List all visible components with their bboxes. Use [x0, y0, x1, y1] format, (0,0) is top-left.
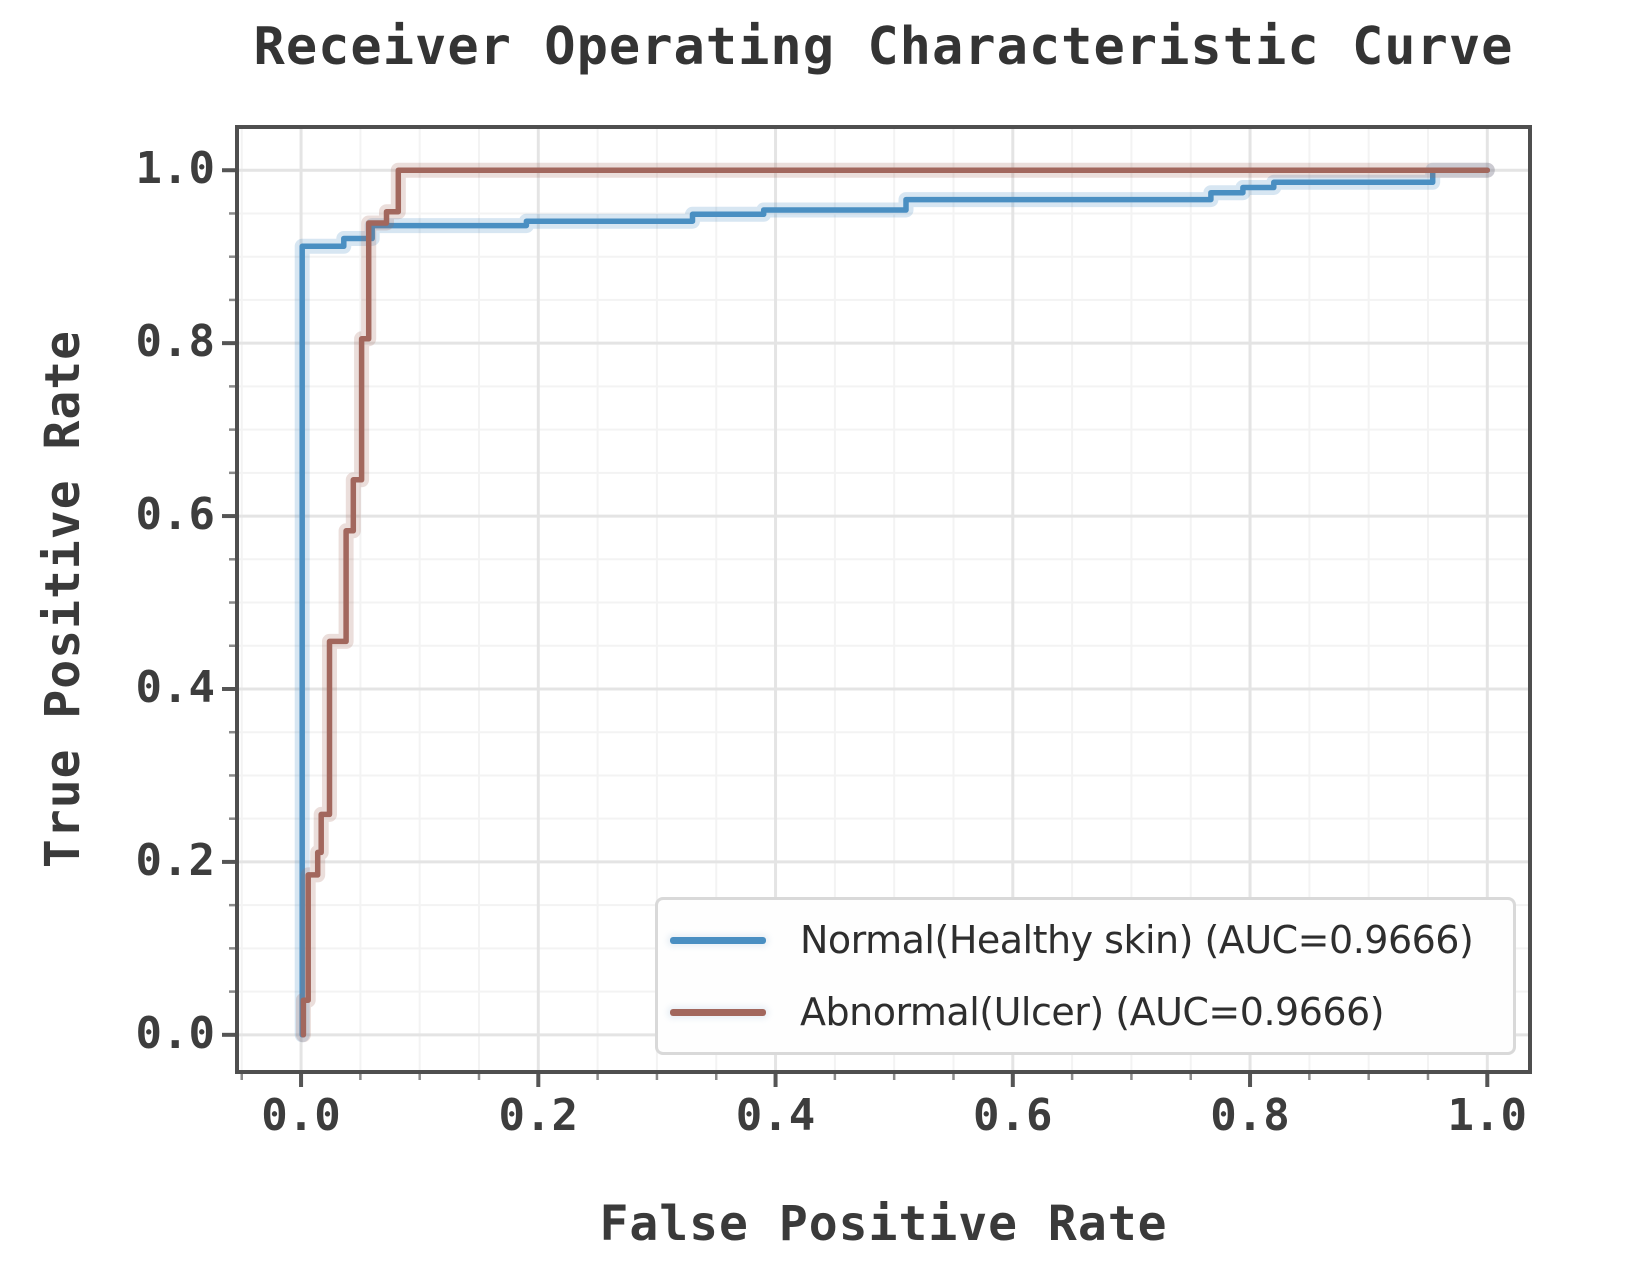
tick-marks: [222, 168, 1490, 1087]
y-tick-label-0.4: 0.4: [135, 661, 215, 713]
x-tick-label-0.4: 0.4: [735, 1090, 816, 1141]
x-tick-label-0.2: 0.2: [498, 1090, 579, 1141]
y-tick-label-0.0: 0.0: [135, 1007, 215, 1059]
legend-line-normal-icon: [670, 936, 766, 944]
roc-curve-normal: [294, 162, 1495, 1043]
y-tick-label-0.8: 0.8: [135, 316, 215, 368]
x-tick-label-0.0: 0.0: [261, 1090, 341, 1141]
y-tick-label-1.0: 1.0: [135, 143, 215, 195]
y-tick-label-0.6: 0.6: [135, 489, 215, 541]
chart-title: Receiver Operating Characteristic Curve: [253, 17, 1514, 77]
legend: Normal(Healthy skin) (AUC=0.9666) Abnorm…: [655, 897, 1516, 1055]
y-axis-label: True Positive Rate: [35, 329, 91, 869]
x-axis-label: False Positive Rate: [599, 1196, 1168, 1252]
y-tick-label-0.2: 0.2: [135, 834, 215, 886]
legend-label-normal: Normal(Healthy skin) (AUC=0.9666): [800, 918, 1474, 962]
legend-line-abnormal-icon: [670, 1008, 766, 1016]
legend-item-abnormal: Abnormal(Ulcer) (AUC=0.9666): [670, 983, 1513, 1041]
x-tick-label-0.6: 0.6: [973, 1090, 1053, 1141]
legend-item-normal: Normal(Healthy skin) (AUC=0.9666): [670, 911, 1513, 969]
roc-curve-abnormal: [295, 162, 1495, 1043]
x-tick-label-0.8: 0.8: [1210, 1090, 1290, 1141]
legend-label-abnormal: Abnormal(Ulcer) (AUC=0.9666): [800, 990, 1385, 1034]
x-tick-label-1.0: 1.0: [1447, 1090, 1528, 1141]
axes-frame: [235, 125, 1532, 1074]
